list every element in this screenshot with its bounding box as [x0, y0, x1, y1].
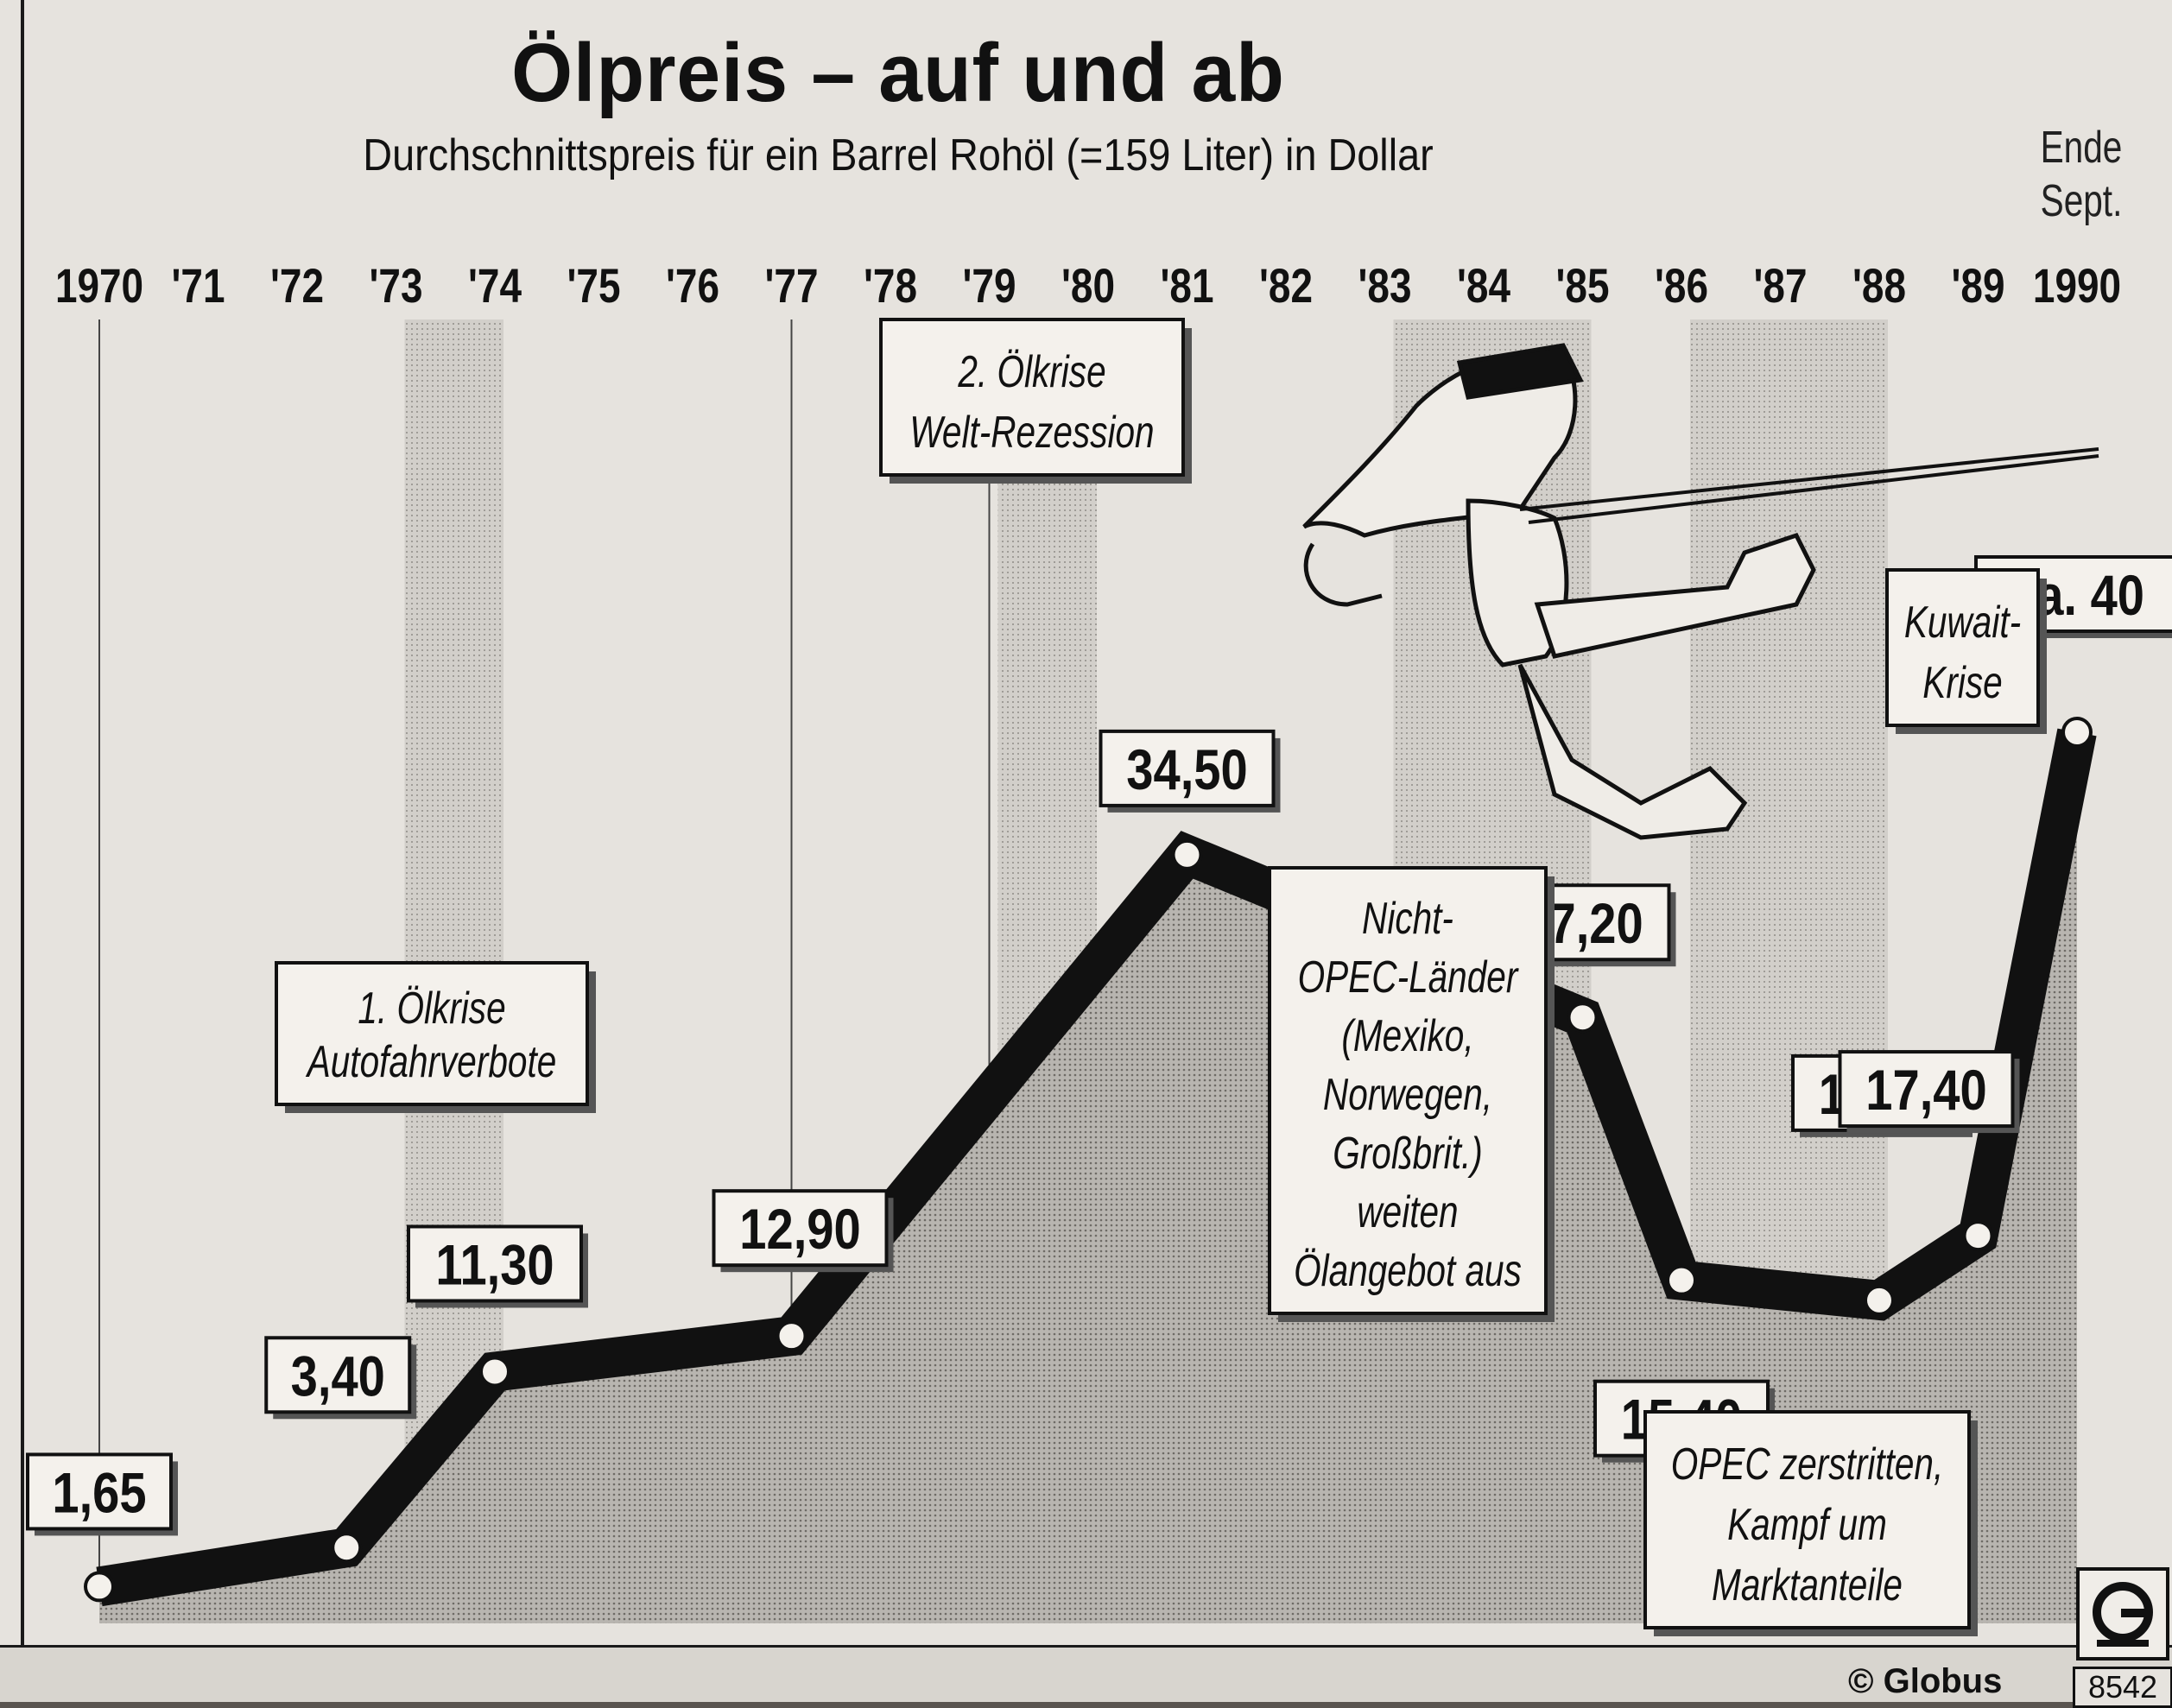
data-point-1	[331, 1532, 363, 1564]
data-point-0	[84, 1571, 115, 1603]
annotation-2-line-2: (Mexiko,	[1341, 1010, 1473, 1060]
end-note-line-2: Sept.	[2040, 176, 2123, 226]
year-label-18: '88	[1852, 259, 1906, 313]
globus-logo-icon	[2076, 1567, 2169, 1661]
year-label-15: '85	[1556, 259, 1610, 313]
year-label-14: '84	[1457, 259, 1510, 313]
price-area-fill	[99, 732, 2077, 1623]
sheikh-slingshot-illustration	[1302, 343, 2099, 840]
year-label-11: '81	[1161, 259, 1214, 313]
data-point-8	[1962, 1220, 1994, 1252]
annotation-4-line-2: Marktanteile	[1712, 1559, 1903, 1610]
year-label-2: '72	[270, 259, 324, 313]
year-label-1: '71	[172, 259, 225, 313]
svg-text:12,90: 12,90	[739, 1198, 860, 1261]
value-label-1: 3,40	[264, 1336, 417, 1420]
price-area	[99, 732, 2077, 1623]
value-label-3: 12,90	[712, 1189, 894, 1273]
svg-text:17,40: 17,40	[1865, 1059, 1986, 1122]
annotation-3-line-0: Kuwait-	[1904, 597, 2021, 647]
year-label-13: '83	[1358, 259, 1412, 313]
value-label-8: 17,40	[1838, 1050, 2020, 1134]
annotation-3: Kuwait- Krise	[1885, 568, 2047, 734]
annotation-1-line-0: 2. Ölkrise	[957, 346, 1105, 396]
annotation-2-line-4: Großbrit.)	[1333, 1128, 1482, 1178]
data-point-2	[479, 1356, 510, 1388]
annotation-2-line-6: Ölangebot aus	[1294, 1245, 1522, 1295]
graphic-code: 8542	[2073, 1667, 2172, 1708]
year-label-7: '77	[765, 259, 819, 313]
value-label-2: 11,30	[407, 1224, 588, 1308]
year-label-5: '75	[567, 259, 621, 313]
annotation-0-line-1: Autofahrverbote	[305, 1036, 556, 1086]
year-label-20: 1990	[2033, 259, 2121, 313]
year-label-6: '76	[666, 259, 719, 313]
year-label-8: '78	[864, 259, 917, 313]
data-point-5	[1567, 1002, 1599, 1034]
bottom-strip	[0, 1645, 2172, 1702]
year-label-4: '74	[468, 259, 522, 313]
data-points	[84, 717, 2093, 1603]
annotation-4-line-0: OPEC zerstritten,	[1671, 1439, 1944, 1489]
data-point-3	[776, 1320, 807, 1352]
annotation-2-line-5: weiten	[1357, 1186, 1458, 1237]
year-label-10: '80	[1061, 259, 1115, 313]
svg-text:3,40: 3,40	[291, 1344, 385, 1408]
svg-text:34,50: 34,50	[1126, 738, 1247, 801]
annotation-4: OPEC zerstritten, Kampf um Marktanteile	[1643, 1410, 1978, 1636]
data-point-4	[1171, 838, 1203, 870]
annotation-0-line-0: 1. Ölkrise	[358, 983, 505, 1033]
year-labels: 1970 '71 '72 '73 '74 '75 '76 '77 '78 '79 '80 '81 '82…	[55, 259, 2121, 313]
annotation-1-line-1: Welt-Rezession	[909, 407, 1154, 457]
annotation-1: 2. Ölkrise Welt-Rezession	[879, 318, 1192, 484]
svg-text:1,65: 1,65	[52, 1461, 146, 1524]
data-point-9	[2061, 717, 2093, 748]
value-label-4: 34,50	[1099, 729, 1281, 813]
annotation-2-line-1: OPEC-Länder	[1298, 952, 1520, 1002]
paper-border	[21, 0, 2172, 1645]
copyright: © Globus	[1848, 1662, 2003, 1700]
year-label-17: '87	[1754, 259, 1808, 313]
year-label-9: '79	[963, 259, 1016, 313]
chart-title: Ölpreis – auf und ab	[511, 27, 1285, 119]
svg-text:11,30: 11,30	[435, 1233, 554, 1296]
value-label-0: 1,65	[26, 1452, 178, 1536]
annotation-3-line-1: Krise	[1922, 657, 2002, 707]
data-point-6	[1666, 1264, 1697, 1296]
year-label-19: '89	[1952, 259, 2005, 313]
year-label-0: 1970	[55, 259, 143, 313]
annotation-2: Nicht- OPEC-Länder (Mexiko, Norwegen, Großbr…	[1268, 866, 1555, 1322]
annotation-2-line-0: Nicht-	[1362, 893, 1453, 943]
end-note: Ende Sept.	[2034, 121, 2128, 228]
data-point-7	[1864, 1284, 1895, 1316]
year-label-3: '73	[370, 259, 423, 313]
annotation-2-line-3: Norwegen,	[1323, 1069, 1492, 1119]
annotation-4-line-1: Kampf um	[1727, 1499, 1887, 1549]
chart-subtitle: Durchschnittspreis für ein Barrel Rohöl …	[363, 130, 1434, 180]
end-note-line-1: Ende	[2040, 123, 2123, 173]
year-label-12: '82	[1259, 259, 1313, 313]
year-label-16: '86	[1655, 259, 1708, 313]
